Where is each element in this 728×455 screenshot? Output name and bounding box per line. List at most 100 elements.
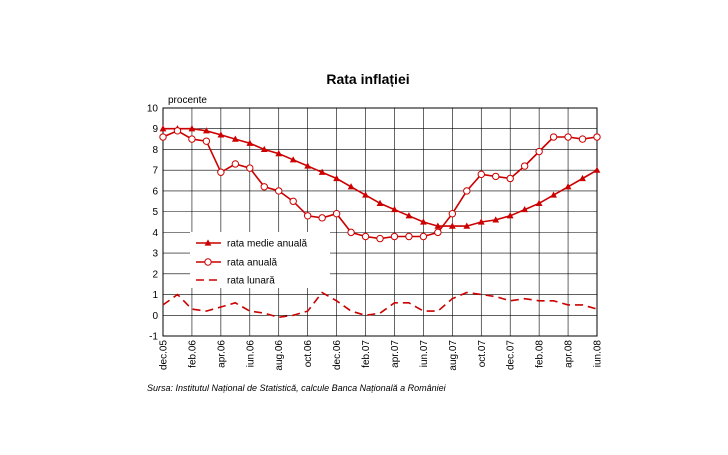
circle-point [376,234,384,243]
x-tick-label: apr.07 [390,340,401,368]
x-tick-label: dec.07 [506,340,517,370]
circle-point [173,127,182,135]
legend-circle-marker [204,258,212,266]
triangle-point [506,212,514,219]
triangle-point [231,135,239,142]
circle-point [231,160,240,168]
y-tick-label: 1 [152,290,158,301]
circle-point [390,232,399,241]
circle-point [246,164,254,172]
triangle-point [347,183,355,190]
legend-label: rata anuală [227,258,277,269]
triangle-point [434,222,442,229]
x-tick-label: dec.06 [332,340,343,370]
triangle-point [463,222,471,229]
triangle-point [391,205,398,213]
triangle-point [521,205,529,213]
x-tick-label: apr.06 [216,340,227,368]
x-tick-label: iun.08 [593,340,604,368]
triangle-point [477,218,485,225]
x-tick-label: aug.06 [274,340,285,371]
circle-point [405,232,413,241]
circle-point [520,162,529,170]
triangle-point [550,191,557,198]
series-line [162,291,598,319]
series-2 [162,291,598,319]
y-tick-label: 5 [152,207,158,218]
circle-point [419,232,428,241]
circle-point [303,212,312,220]
grid [162,107,598,337]
circle-point [564,133,572,141]
triangle-point [448,222,456,229]
triangle-point [376,199,384,206]
triangle-point [260,145,268,153]
circle-point [347,228,355,237]
y-tick-label: 8 [152,145,158,156]
x-tick-label: aug.07 [448,340,459,371]
circle-point [506,174,514,183]
x-tick-label: apr.08 [564,340,575,368]
triangle-point [188,125,196,132]
y-tick-label: 2 [152,269,158,280]
circle-point [217,168,225,176]
legend-box [190,232,330,288]
circle-point [361,232,370,241]
x-tick-label: dec.05 [159,340,170,370]
circle-point [275,187,283,195]
x-tick-label: feb.08 [535,340,546,368]
legend-triangle-marker [204,239,212,246]
x-tick-label: feb.06 [187,340,198,368]
y-tick-label: 9 [152,124,158,135]
circle-point [448,210,457,218]
triangle-point [420,218,427,225]
y-axis-label: procente [168,95,207,106]
triangle-point [203,127,210,134]
circle-point [159,133,167,141]
y-tick-label: 4 [152,228,158,239]
circle-point [549,133,558,141]
triangle-point [304,162,312,169]
series-layer [159,125,601,319]
x-tick-label: iun.07 [419,340,430,368]
triangle-point [159,125,167,132]
y-tick-label: -1 [149,332,158,343]
y-tick-label: 6 [152,186,158,197]
triangle-point [579,174,586,182]
y-tick-label: 3 [152,249,158,260]
triangle-point [246,139,254,146]
x-tick-label: oct.07 [477,340,488,368]
circle-point [535,147,543,156]
triangle-point [564,183,572,190]
x-tick-label: iun.06 [245,340,256,368]
circle-point [477,170,485,179]
y-ticks: -1 0 1 2 3 4 5 6 7 8 9 10 [147,104,159,343]
triangle-point [318,168,326,175]
series-0 [159,125,601,229]
source-note: Sursa: Institutul Național de Statistică… [147,383,446,393]
plot-frame [162,107,598,337]
triangle-point [593,166,601,173]
triangle-point [535,199,543,206]
triangle-point [275,150,283,157]
circle-point [463,187,471,195]
triangle-point [492,216,500,223]
legend-label: rata medie anuală [227,239,307,250]
circle-point [434,228,442,237]
triangle-point [333,174,340,182]
circle-point [260,183,268,191]
circle-point [578,135,587,143]
circle-point [492,172,500,181]
circle-point [593,133,601,141]
y-tick-label: 7 [152,166,158,177]
y-tick-label: 10 [147,104,159,115]
y-tick-label: 0 [152,311,158,322]
triangle-point [405,212,413,219]
legend-label: rata lunară [227,276,275,287]
triangle-point [217,131,225,138]
legend: rata medie anuală rata anuală rata lunară [190,232,330,288]
circle-point [289,197,297,205]
circle-point [202,137,211,145]
series-line [162,129,598,240]
